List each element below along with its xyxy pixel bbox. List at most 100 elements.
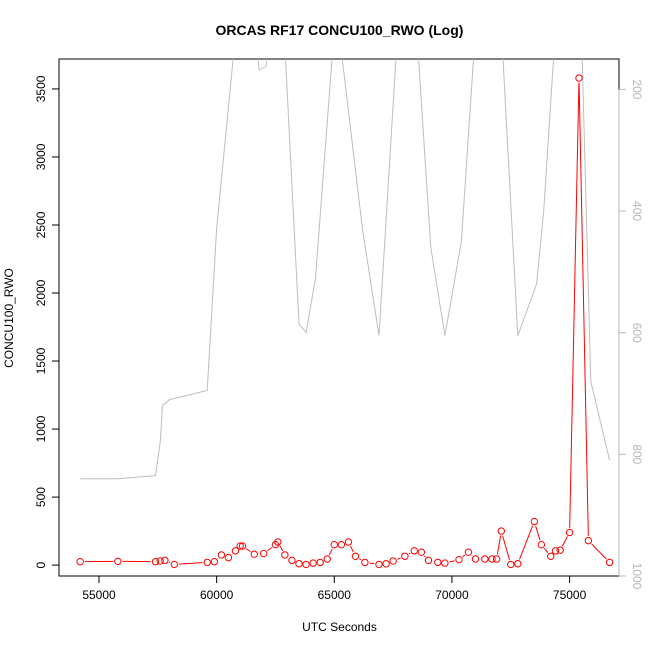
primary-series-point — [316, 558, 324, 567]
primary-series-point — [471, 555, 480, 563]
primary-series-point — [424, 556, 433, 565]
y-tick-label: 2500 — [34, 211, 48, 238]
primary-series-segment — [449, 560, 455, 563]
primary-series-point — [417, 548, 426, 556]
primary-series-point — [455, 555, 463, 564]
primary-series-segment — [578, 82, 589, 537]
y-tick-label: 500 — [34, 487, 48, 507]
primary-series-segment — [502, 535, 510, 561]
primary-series-point — [260, 549, 268, 558]
primary-series-point — [170, 560, 178, 569]
plot-frame — [58, 58, 620, 577]
primary-series-point — [302, 560, 310, 569]
x-tick-label: 75000 — [553, 588, 587, 602]
primary-series-segment — [178, 562, 203, 565]
x-tick-label: 65000 — [318, 588, 352, 602]
primary-series-point — [537, 541, 546, 549]
primary-series-segment — [279, 545, 284, 552]
primary-series-point — [556, 546, 564, 554]
primary-series-segment — [328, 548, 333, 556]
y-tick-label: 2000 — [34, 279, 48, 306]
x-axis: 55000 60000 65000 70000 75000 — [82, 575, 587, 602]
primary-series-segment — [569, 82, 580, 528]
primary-series-point — [584, 536, 593, 545]
primary-series-point — [434, 558, 442, 567]
primary-series-segment — [591, 543, 607, 560]
primary-series-point — [464, 548, 473, 556]
primary-series-point — [210, 558, 218, 566]
x-axis-label: UTC Seconds — [302, 620, 377, 634]
y-tick-label: 3000 — [34, 143, 48, 170]
primary-series-point — [238, 542, 247, 550]
primary-series-point — [361, 558, 369, 567]
primary-series-point — [605, 558, 614, 567]
primary-series-point — [344, 538, 353, 546]
x-tick-label: 55000 — [82, 588, 116, 602]
primary-series — [76, 74, 614, 569]
primary-series-point — [224, 553, 233, 562]
x-tick-label: 60000 — [200, 588, 234, 602]
primary-series-point — [309, 559, 317, 567]
primary-series-point — [236, 542, 244, 550]
primary-series-point — [351, 552, 360, 560]
y-tick-label: 3500 — [34, 75, 48, 102]
primary-series-point — [565, 528, 574, 537]
y2-tick-label: 400 — [630, 201, 644, 221]
primary-series-point — [375, 560, 383, 569]
secondary-series-line — [80, 59, 611, 480]
primary-series-point — [441, 559, 449, 567]
y2-axis: 200 400 600 800 1000 — [618, 79, 644, 590]
primary-series-segment — [423, 555, 426, 558]
primary-series-point — [575, 74, 583, 82]
primary-series-point — [151, 558, 160, 566]
y2-tick-label: 200 — [630, 79, 644, 99]
primary-series-segment — [350, 545, 354, 553]
primary-series-segment — [543, 547, 549, 554]
primary-series-segment — [246, 548, 251, 553]
primary-series-segment — [519, 525, 534, 560]
primary-series-segment — [359, 558, 362, 561]
primary-series-point — [497, 527, 506, 535]
x-tick-label: 70000 — [435, 588, 469, 602]
primary-series-segment — [561, 536, 568, 547]
primary-series-point — [114, 557, 122, 566]
primary-series-segment — [267, 547, 273, 552]
primary-series-point — [250, 550, 258, 558]
chart-title: ORCAS RF17 CONCU100_RWO (Log) — [216, 22, 464, 38]
y-tick-label: 1000 — [34, 415, 48, 442]
primary-series-segment — [408, 552, 411, 555]
primary-series-point — [281, 551, 289, 559]
primary-series-segment — [496, 535, 502, 555]
y-axis-label: CONCU100_RWO — [2, 268, 16, 368]
y2-tick-label: 1000 — [630, 563, 644, 590]
primary-series-point — [323, 555, 331, 563]
primary-series-segment — [369, 562, 375, 565]
y2-tick-label: 800 — [630, 444, 644, 464]
primary-series-point — [401, 552, 409, 560]
y-axis: 0 500 1000 1500 2000 2500 3000 3500 — [34, 75, 60, 568]
primary-series-point — [161, 556, 169, 565]
primary-series-point — [288, 556, 296, 565]
primary-series-point — [76, 558, 84, 566]
primary-series-point — [382, 560, 390, 568]
secondary-series — [80, 59, 611, 480]
y-tick-label: 1500 — [34, 347, 48, 374]
primary-series-point — [530, 517, 538, 526]
primary-series-point — [507, 560, 515, 569]
primary-series-segment — [397, 557, 401, 560]
primary-series-point — [389, 557, 397, 565]
primary-series-point — [295, 560, 303, 568]
primary-series-segment — [535, 525, 541, 541]
primary-series-point — [481, 555, 489, 563]
primary-series-point — [156, 557, 164, 565]
primary-series-point — [231, 547, 240, 555]
primary-series-point — [274, 538, 282, 546]
y2-tick-label: 600 — [630, 323, 644, 343]
primary-series-point — [410, 547, 418, 555]
primary-series-segment — [462, 554, 466, 558]
y-tick-label: 0 — [34, 561, 48, 568]
primary-series-point — [547, 552, 555, 560]
primary-series-point — [330, 541, 338, 549]
primary-series-point — [203, 558, 211, 567]
